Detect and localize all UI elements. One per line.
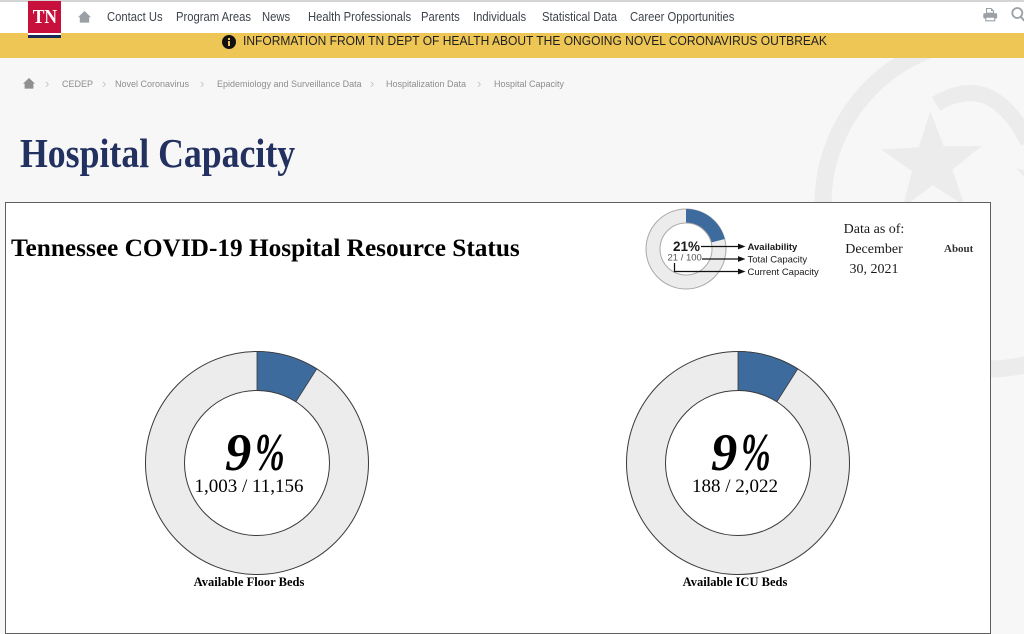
svg-text:Current Capacity: Current Capacity bbox=[748, 267, 820, 278]
svg-text:21 / 100: 21 / 100 bbox=[668, 253, 702, 264]
svg-text:21%: 21% bbox=[673, 239, 700, 254]
svg-text:Total Capacity: Total Capacity bbox=[748, 254, 808, 265]
svg-text:Availability: Availability bbox=[748, 242, 799, 253]
